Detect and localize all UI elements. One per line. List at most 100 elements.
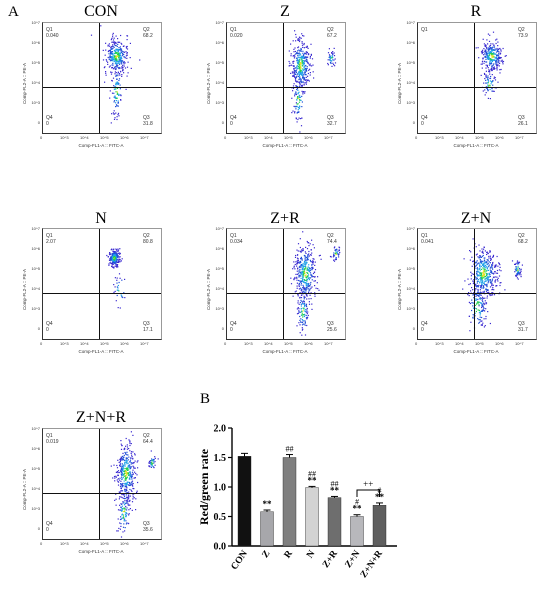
flow-dot xyxy=(126,446,129,448)
x-tick-label: 10^3 xyxy=(435,135,444,140)
flow-dot xyxy=(129,57,131,59)
flow-dot xyxy=(314,264,316,266)
flow-dot xyxy=(120,94,122,96)
flow-dot xyxy=(488,45,491,47)
flow-dot xyxy=(125,486,127,488)
flow-dot xyxy=(298,38,300,40)
flow-dot xyxy=(480,74,482,76)
flow-dot xyxy=(305,308,307,311)
flow-dot xyxy=(489,251,491,253)
flow-dot xyxy=(121,50,123,52)
flow-dot xyxy=(116,279,118,281)
flow-dot xyxy=(125,88,127,90)
y-tick-label: 10^5 xyxy=(406,60,415,65)
flow-dot xyxy=(479,264,481,266)
flow-dot xyxy=(306,317,308,319)
quadrant-name: Q3 xyxy=(518,321,525,327)
flow-dot xyxy=(327,52,330,54)
flow-dot xyxy=(109,56,111,59)
quadrant-value: 0 xyxy=(230,327,233,333)
flow-dot-plot: Q1 0.019 Q2 64.4 Q3 35.6 Q4 0 xyxy=(42,428,162,540)
flow-dot xyxy=(488,264,490,266)
flow-dot xyxy=(302,56,304,58)
flow-dot xyxy=(118,256,120,258)
flow-dot xyxy=(470,251,472,253)
flow-dot xyxy=(125,459,127,461)
flow-dot xyxy=(494,266,497,268)
flow-dot xyxy=(131,454,133,456)
flow-dot xyxy=(481,51,483,53)
flow-dot xyxy=(125,515,127,517)
flow-dot xyxy=(302,249,304,251)
flow-dot xyxy=(504,289,506,291)
flow-dot xyxy=(110,51,112,53)
flow-dot xyxy=(113,256,115,258)
flow-dot xyxy=(151,460,153,462)
flow-dot xyxy=(516,269,518,271)
flow-dot xyxy=(493,49,495,51)
flow-dot xyxy=(116,60,119,62)
flow-dot xyxy=(301,300,303,303)
flow-dot xyxy=(302,56,304,58)
flow-dot xyxy=(306,282,308,285)
flow-dot xyxy=(491,279,493,281)
flow-dot xyxy=(300,78,302,80)
flow-dot xyxy=(136,491,138,494)
flow-dot xyxy=(116,261,119,263)
flow-dot xyxy=(125,494,127,496)
flow-dot xyxy=(125,445,127,447)
flow-dot xyxy=(308,250,310,253)
flow-dot xyxy=(112,254,114,256)
flow-dot xyxy=(297,307,299,309)
flow-dot xyxy=(124,518,126,520)
flow-dot xyxy=(118,47,120,49)
flow-dot xyxy=(113,253,115,255)
y-tick-label: 10^3 xyxy=(31,506,40,511)
flow-dot xyxy=(491,285,493,287)
flow-dot xyxy=(135,498,137,500)
flow-dot xyxy=(495,51,498,53)
flow-dot xyxy=(485,308,487,310)
flow-dot xyxy=(485,87,488,89)
quadrant-value: 32.7 xyxy=(327,121,337,127)
flow-dot xyxy=(308,255,310,257)
flow-dot xyxy=(309,56,311,58)
quadrant-vline xyxy=(283,229,285,339)
flow-dot xyxy=(121,490,123,492)
flow-dot xyxy=(483,54,485,56)
flow-dot xyxy=(297,312,300,314)
flow-dot xyxy=(124,484,126,486)
flow-dot xyxy=(122,508,124,510)
flow-dot xyxy=(117,71,119,73)
flow-dot xyxy=(112,62,114,64)
flow-dot xyxy=(309,65,311,67)
flow-dot xyxy=(302,55,304,57)
flow-dot xyxy=(137,460,139,462)
flow-dot xyxy=(296,270,298,272)
flow-dot xyxy=(496,58,498,60)
flow-dot xyxy=(295,102,297,104)
flow-dot xyxy=(309,243,311,245)
flow-dot xyxy=(483,303,485,306)
flow-dot xyxy=(475,277,477,279)
flow-dot xyxy=(491,272,494,274)
flow-dot xyxy=(491,66,493,68)
flow-dot xyxy=(111,263,113,265)
flow-dot xyxy=(120,523,122,525)
flow-dot xyxy=(121,478,123,480)
flow-dot xyxy=(123,504,126,506)
flow-dot xyxy=(125,476,127,478)
flow-dot xyxy=(481,255,483,257)
flow-dot xyxy=(306,284,308,286)
flow-dot xyxy=(134,467,136,469)
flow-dot xyxy=(119,256,121,258)
flow-dot xyxy=(299,50,302,52)
flow-dot xyxy=(484,310,486,312)
flow-dot xyxy=(294,79,297,81)
flow-dot xyxy=(482,285,485,287)
flow-dot xyxy=(482,273,484,275)
y-tick-label: 10^4 xyxy=(31,286,40,291)
flow-dot xyxy=(124,467,126,470)
flow-dot xyxy=(130,475,132,478)
flow-dot xyxy=(475,288,477,290)
